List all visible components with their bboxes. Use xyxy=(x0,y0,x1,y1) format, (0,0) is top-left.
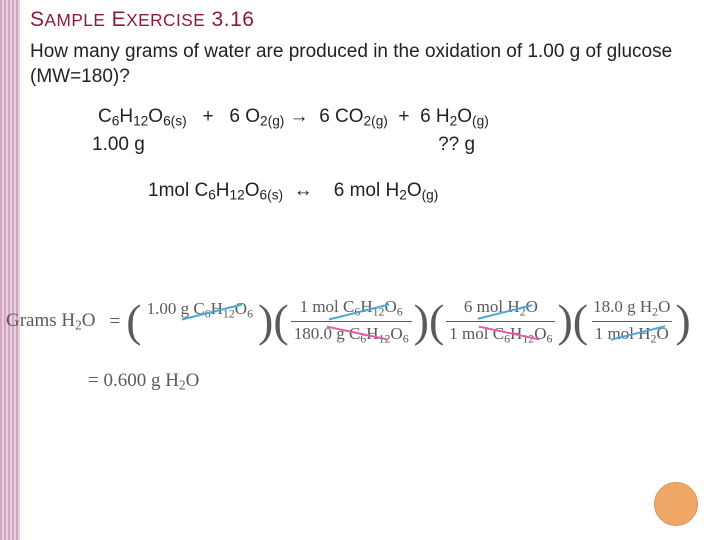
question-text: How many grams of water are produced in … xyxy=(30,40,702,89)
equals-sign: = xyxy=(110,311,121,333)
slide-left-stripe xyxy=(0,0,20,540)
chemical-equation: C6H12O6(s) + 6 O2(g) → 6 CO2(g) + 6 H2O(… xyxy=(98,103,702,131)
calc-label: Grams H2O xyxy=(6,310,96,334)
f4-denominator: 1 mol H2O xyxy=(592,321,672,347)
given-mass: 1.00 g xyxy=(92,134,145,155)
slide-content: SAMPLE EXERCISE 3.16 How many grams of w… xyxy=(30,8,702,202)
f1-numerator: 1.00 g C6H12O6 xyxy=(144,298,256,323)
calculation-block: Grams H2O = ( 1.00 g C6H12O6 ) ( 1 mol C… xyxy=(0,296,720,393)
fraction-2: ( 1 mol C6H12O6 180.0 g C6H12O6 ) xyxy=(273,296,429,348)
f3-denominator: 1 mol C6H12O6 xyxy=(446,321,555,347)
mass-line: 1.00 g ?? g xyxy=(92,134,702,156)
f2-denominator: 180.0 g C6H12O6 xyxy=(291,321,412,347)
fraction-4: ( 18.0 g H2O 1 mol H2O ) xyxy=(573,296,691,348)
fraction-3: ( 6 mol H2O 1 mol C6H12O6 ) xyxy=(429,296,573,348)
fraction-1: ( 1.00 g C6H12O6 ) xyxy=(126,298,273,346)
unknown-mass: ?? g xyxy=(438,134,475,155)
dimensional-analysis: Grams H2O = ( 1.00 g C6H12O6 ) ( 1 mol C… xyxy=(6,296,720,348)
decorative-circle-icon xyxy=(654,482,698,526)
exercise-title: SAMPLE EXERCISE 3.16 xyxy=(30,8,702,32)
f1-denominator xyxy=(195,323,205,346)
result: = 0.600 g H2O xyxy=(88,370,720,394)
mole-relation: 1mol C6H12O6(s) ↔ 6 mol H2O(g) xyxy=(148,180,702,202)
f4-numerator: 18.0 g H2O xyxy=(590,296,673,321)
f2-numerator: 1 mol C6H12O6 xyxy=(297,296,406,321)
f3-numerator: 6 mol H2O xyxy=(461,296,541,321)
